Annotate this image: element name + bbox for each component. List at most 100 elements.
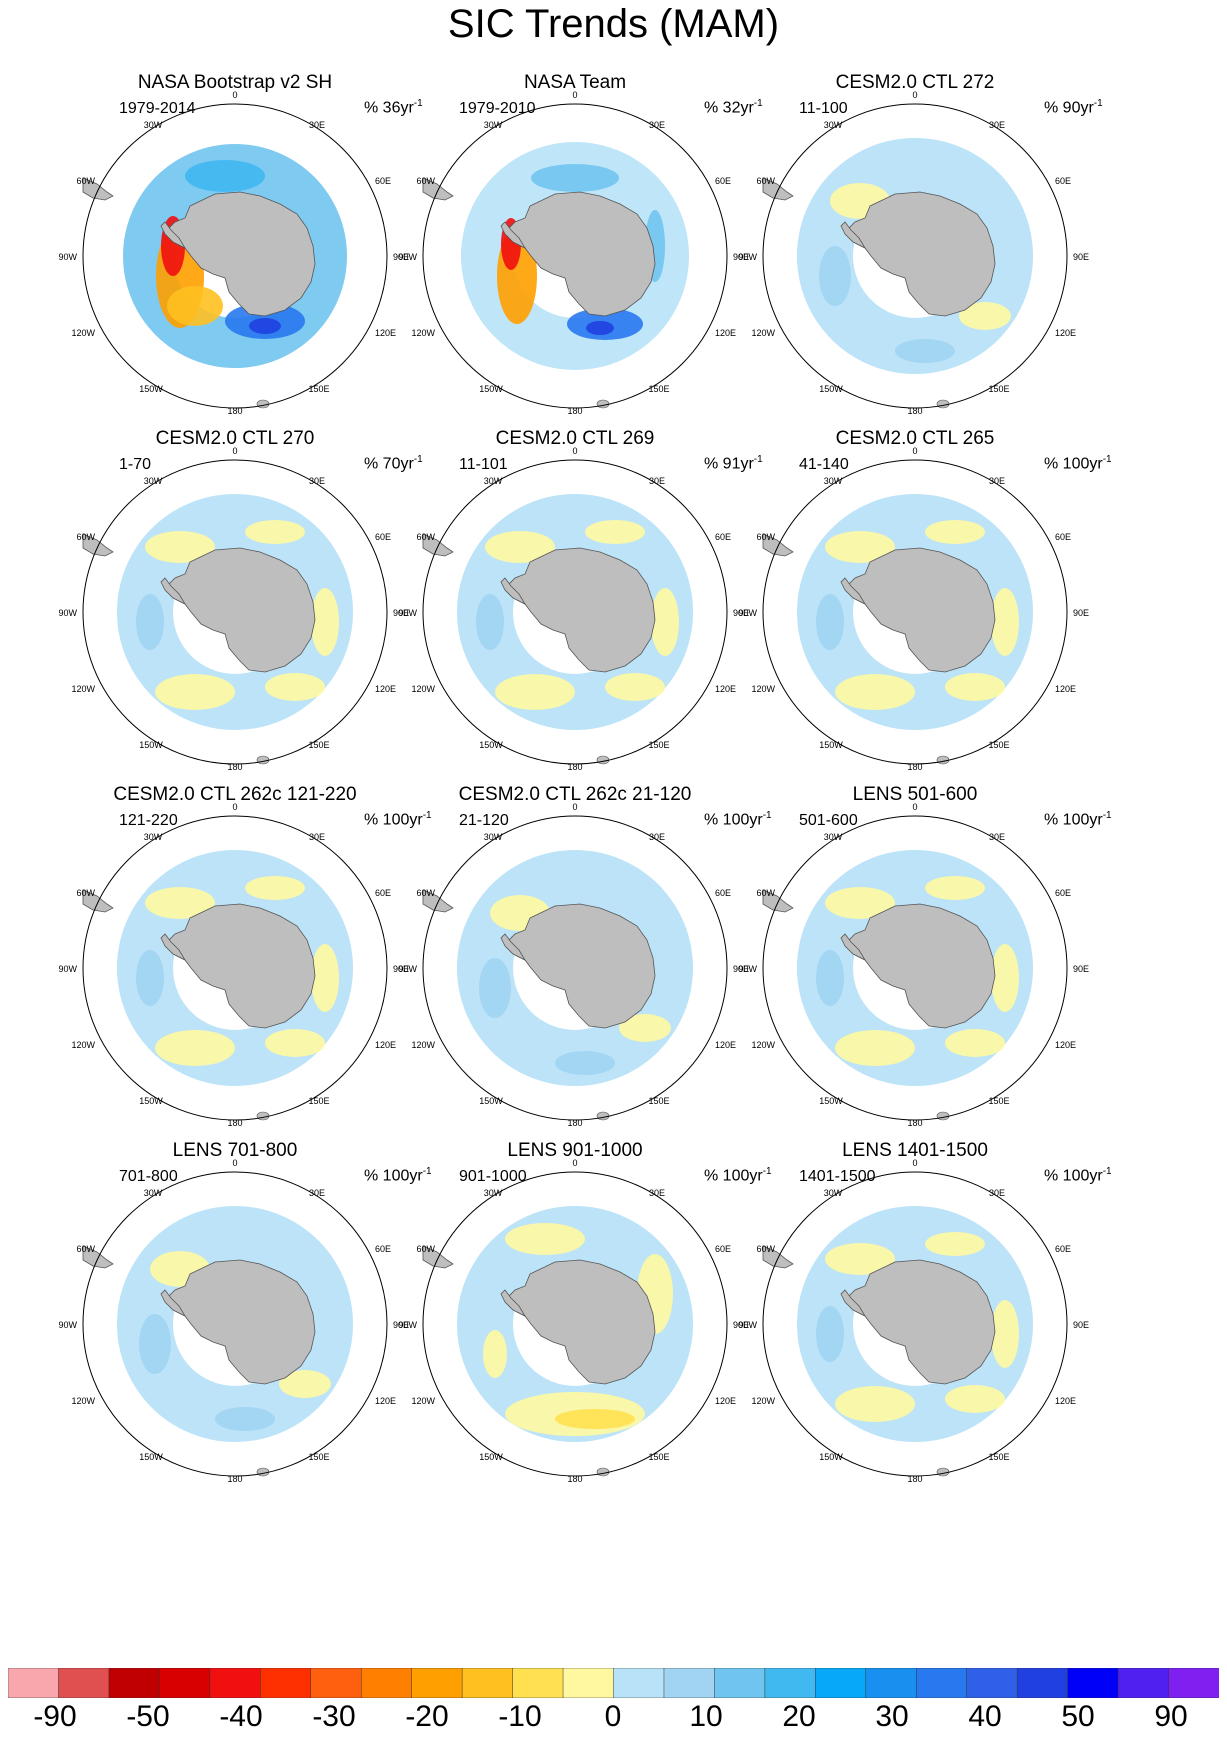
- map-panel: 0 30E 60E 90E 120E 150E 180 150W 120W 90W 60W 30W CE…: [726, 72, 1104, 468]
- longitude-label: 60E: [375, 532, 391, 542]
- panel-title: CESM2.0 CTL 265: [835, 428, 995, 449]
- colorbar-swatch: [159, 1668, 211, 1698]
- map-boundary: [82, 1171, 388, 1477]
- map-boundary: [422, 459, 728, 765]
- panel-period: 901-1000: [459, 1168, 527, 1185]
- colorbar-swatch: [512, 1668, 564, 1698]
- longitude-label: 90E: [733, 252, 749, 262]
- colorbar-label: 90: [1154, 1700, 1188, 1733]
- longitude-label: 30W: [484, 120, 503, 130]
- longitude-label: 30E: [649, 120, 665, 130]
- longitude-label: 90E: [393, 608, 409, 618]
- longitude-label: 120E: [1055, 1040, 1076, 1050]
- map-panel: 0 30E 60E 90E 120E 150E 180 150W 120W 90W 60W 30W CE…: [386, 784, 771, 1180]
- longitude-label: 120W: [751, 1040, 775, 1050]
- map-panel: 0 30E 60E 90E 120E 150E 180 150W 120W 90W 60W 30W CE…: [386, 428, 764, 824]
- colorbar-label: -40: [219, 1700, 263, 1733]
- longitude-label: 90W: [58, 252, 77, 262]
- longitude-label: 150E: [308, 740, 329, 750]
- panel-title: LENS 1401-1500: [842, 1140, 988, 1161]
- longitude-label: 0: [912, 446, 917, 456]
- longitude-label: 60E: [1055, 532, 1071, 542]
- longitude-label: 180: [567, 1474, 582, 1484]
- panel-units: % 91yr-1: [704, 454, 763, 473]
- longitude-label: 120E: [715, 1040, 736, 1050]
- panel-period: 11-101: [459, 456, 508, 473]
- longitude-label: 60E: [375, 176, 391, 186]
- trend-field: [797, 850, 1033, 1086]
- longitude-label: 90E: [1073, 1320, 1089, 1330]
- antarctica-landmass: [82, 533, 316, 765]
- colorbar-label: -10: [498, 1700, 542, 1733]
- longitude-label: 60W: [756, 532, 775, 542]
- longitude-label: 60E: [715, 888, 731, 898]
- colorbar-label: 40: [968, 1700, 1002, 1733]
- longitude-label: 0: [232, 90, 237, 100]
- polar-map: 0 30E 60E 90E 120E 150E 180 150W 120W 90W 60W 30W: [58, 90, 409, 416]
- colorbar-swatch: [209, 1668, 262, 1698]
- longitude-label: 0: [572, 1158, 577, 1168]
- map-panel: 0 30E 60E 90E 120E 150E 180 150W 120W 90W 60W 30W CE…: [726, 428, 1111, 824]
- longitude-label: 90W: [58, 964, 77, 974]
- longitude-label: 30W: [824, 120, 843, 130]
- longitude-label: 180: [227, 1474, 242, 1484]
- south-america-tip: [82, 1245, 114, 1269]
- longitude-label: 150E: [988, 384, 1009, 394]
- longitude-label: 150E: [648, 740, 669, 750]
- polar-map: 0 30E 60E 90E 120E 150E 180 150W 120W 90W 60W 30W: [738, 90, 1089, 416]
- longitude-label: 60W: [76, 176, 95, 186]
- colorbar: [8, 1668, 1219, 1698]
- longitude-label: 90W: [398, 1320, 417, 1330]
- longitude-label: 30E: [649, 1188, 665, 1198]
- south-america-tip: [422, 533, 454, 557]
- panel-units: % 36yr-1: [364, 98, 423, 117]
- panel-units: % 100yr-1: [364, 810, 432, 829]
- longitude-label: 90E: [1073, 964, 1089, 974]
- trend-field: [117, 494, 353, 730]
- longitude-label: 120W: [751, 684, 775, 694]
- longitude-label: 90W: [398, 964, 417, 974]
- panel-units: % 32yr-1: [704, 98, 763, 117]
- panel-period: 41-140: [799, 456, 849, 473]
- map-boundary: [82, 459, 388, 765]
- south-america-tip: [762, 889, 794, 913]
- longitude-label: 0: [232, 446, 237, 456]
- colorbar-swatch: [966, 1668, 1018, 1698]
- longitude-label: 120W: [751, 328, 775, 338]
- longitude-label: 150W: [819, 1452, 843, 1462]
- longitude-label: 150E: [988, 1096, 1009, 1106]
- panel-units: % 100yr-1: [704, 810, 772, 829]
- longitude-label: 60W: [76, 1244, 95, 1254]
- colorbar-label: 10: [689, 1700, 723, 1733]
- panel-title: CESM2.0 CTL 270: [155, 428, 315, 449]
- longitude-label: 30E: [989, 476, 1005, 486]
- longitude-label: 180: [567, 406, 582, 416]
- map-boundary: [422, 815, 728, 1121]
- trend-field: [117, 850, 353, 1086]
- longitude-label: 60E: [375, 888, 391, 898]
- panel-period: 701-800: [119, 1168, 178, 1185]
- antarctica-landmass: [422, 177, 656, 409]
- map-panel: 0 30E 60E 90E 120E 150E 180 150W 120W 90W 60W 30W LE…: [46, 1140, 431, 1536]
- colorbar-swatch: [815, 1668, 867, 1698]
- trend-field: [797, 494, 1033, 730]
- colorbar-swatch: [108, 1668, 161, 1698]
- longitude-label: 90E: [1073, 252, 1089, 262]
- colorbar-swatch: [461, 1668, 514, 1698]
- panel-period: 501-600: [799, 812, 858, 829]
- panel-units: % 70yr-1: [364, 454, 423, 473]
- longitude-label: 150E: [648, 1452, 669, 1462]
- colorbar-label: 50: [1061, 1700, 1095, 1733]
- south-america-tip: [762, 533, 794, 557]
- longitude-label: 150W: [139, 740, 163, 750]
- longitude-label: 30W: [824, 832, 843, 842]
- longitude-label: 180: [907, 1474, 922, 1484]
- map-panel: 0 30E 60E 90E 120E 150E 180 150W 120W 90W 60W 30W CE…: [46, 428, 424, 824]
- longitude-label: 90W: [738, 252, 757, 262]
- longitude-label: 60W: [76, 532, 95, 542]
- longitude-label: 120W: [411, 684, 435, 694]
- antarctica-landmass: [422, 889, 656, 1121]
- longitude-label: 150E: [308, 1096, 329, 1106]
- longitude-label: 150W: [479, 1096, 503, 1106]
- polar-map: 0 30E 60E 90E 120E 150E 180 150W 120W 90W 60W 30W: [738, 802, 1089, 1128]
